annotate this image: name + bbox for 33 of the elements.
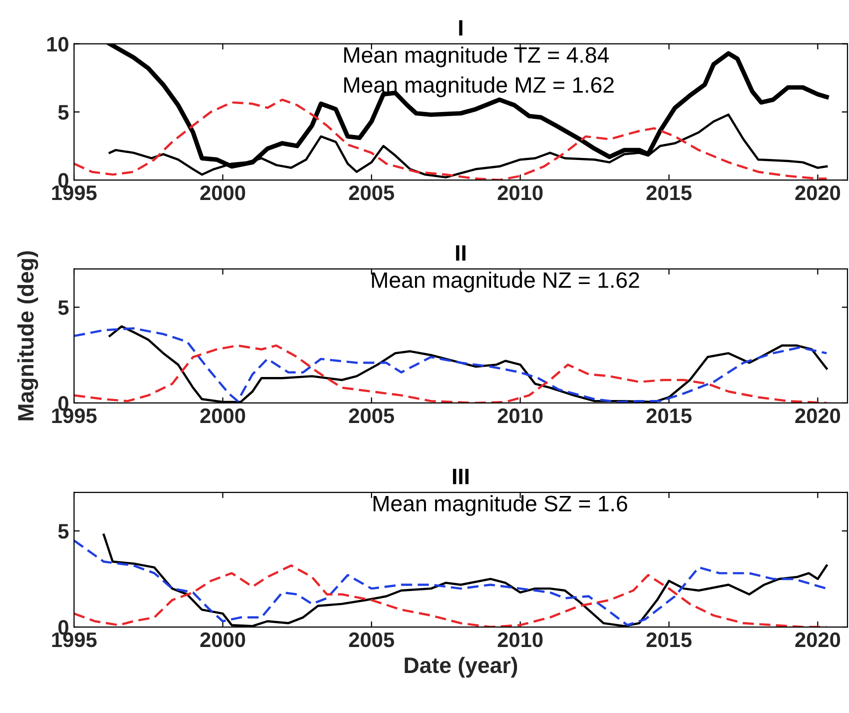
x-tick-label: 2015 (646, 632, 692, 648)
x-tick-label: 1995 (52, 185, 97, 200)
chart-title: I (459, 20, 462, 36)
x-tick-label: 2010 (498, 408, 543, 424)
x-tick-label: 2005 (349, 408, 394, 424)
annotation: Mean magnitude TZ = 4.84 (344, 46, 609, 68)
y-tick-label: 5 (58, 105, 69, 120)
y-tick-label: 10 (47, 36, 68, 52)
x-tick-label: 2005 (349, 185, 394, 200)
y-tick-label: 5 (58, 524, 69, 539)
x-axis-title: Date (year) (404, 656, 518, 678)
x-tick-label: 2000 (200, 408, 246, 424)
y-axis-title: Magnitude (deg) (17, 251, 38, 420)
y-tick-label: 0 (58, 173, 68, 188)
chart-title: II (456, 245, 466, 261)
x-tick-label: 2005 (349, 632, 394, 648)
x-tick-label: 2020 (795, 185, 840, 200)
x-tick-label: 2015 (646, 408, 692, 424)
x-tick-label: 2015 (646, 185, 692, 200)
x-tick-label: 2000 (200, 632, 246, 648)
y-tick-label: 5 (58, 300, 69, 315)
line-series (74, 564, 828, 628)
annotation: Mean magnitude NZ = 1.62 (372, 272, 640, 292)
annotation: Mean magnitude MZ = 1.62 (344, 76, 614, 98)
annotation: Mean magnitude SZ = 1.6 (374, 495, 628, 516)
x-tick-label: 2010 (498, 185, 543, 200)
x-tick-label: 2000 (200, 185, 246, 200)
line-series (74, 344, 828, 403)
line-series (74, 98, 828, 180)
x-tick-label: 2020 (795, 632, 840, 648)
x-tick-label: 2010 (498, 632, 543, 648)
chart-title: III (452, 468, 469, 484)
x-tick-label: 2020 (795, 408, 840, 424)
